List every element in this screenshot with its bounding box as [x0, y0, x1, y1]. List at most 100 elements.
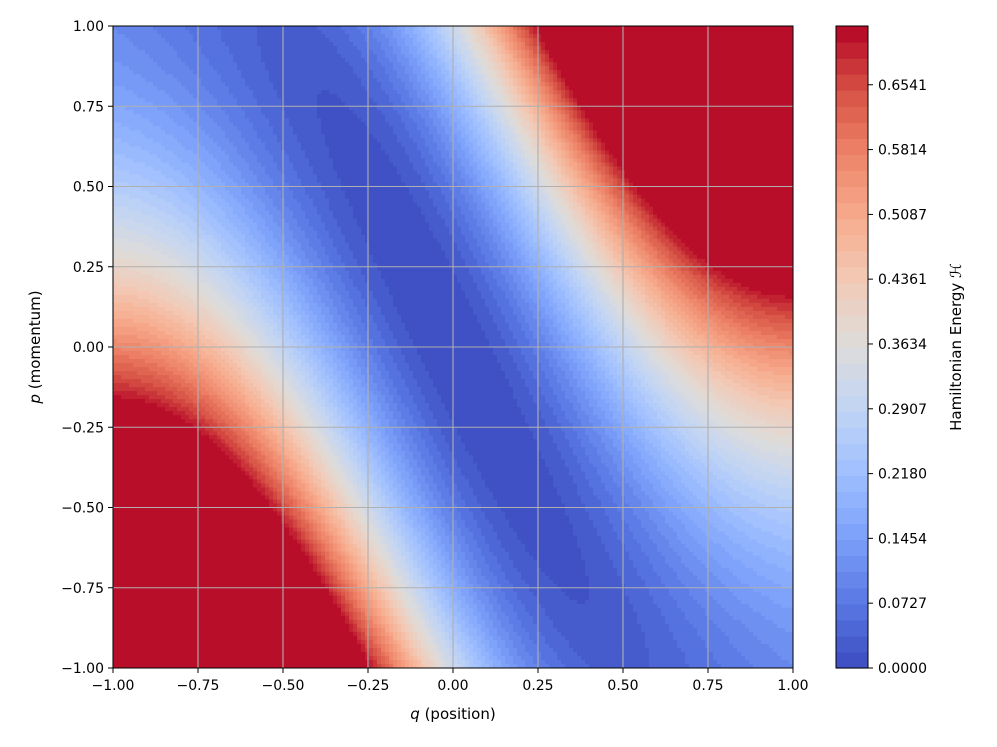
contour-cell: [121, 54, 126, 59]
contour-cell: [225, 38, 230, 43]
contour-cell: [733, 42, 738, 47]
contour-cell: [193, 34, 198, 39]
contour-cell: [749, 106, 754, 111]
contour-cell: [185, 82, 190, 87]
contour-cell: [197, 106, 202, 111]
contour-cell: [213, 54, 218, 59]
contour-cell: [629, 70, 634, 75]
contour-cell: [313, 114, 318, 119]
contour-cell: [777, 38, 782, 43]
contour-cell: [721, 78, 726, 83]
contour-cell: [693, 86, 698, 91]
contour-cell: [393, 34, 398, 39]
contour-cell: [537, 86, 542, 91]
contour-cell: [573, 26, 578, 31]
contour-cell: [701, 122, 706, 127]
contour-cell: [225, 50, 230, 55]
contour-cell: [113, 98, 118, 103]
contour-cell: [613, 118, 618, 123]
contour-cell: [589, 94, 594, 99]
contour-cell: [153, 54, 158, 59]
contour-cell: [741, 78, 746, 83]
contour-cell: [277, 142, 282, 147]
contour-cell: [421, 54, 426, 59]
contour-cell: [477, 50, 482, 55]
contour-cell: [525, 114, 530, 119]
contour-cell: [361, 142, 366, 147]
contour-cell: [417, 138, 422, 143]
contour-cell: [157, 122, 162, 127]
contour-cell: [229, 114, 234, 119]
contour-cell: [145, 118, 150, 123]
contour-cell: [337, 94, 342, 99]
contour-cell: [781, 70, 786, 75]
contour-cell: [577, 86, 582, 91]
contour-cell: [185, 122, 190, 127]
contour-cell: [209, 66, 214, 71]
contour-cell: [377, 38, 382, 43]
contour-cell: [385, 130, 390, 135]
contour-cell: [329, 130, 334, 135]
contour-cell: [661, 126, 666, 131]
contour-cell: [321, 90, 326, 95]
contour-cell: [169, 138, 174, 143]
contour-cell: [237, 54, 242, 59]
contour-cell: [677, 122, 682, 127]
contour-cell: [309, 114, 314, 119]
contour-cell: [337, 98, 342, 103]
contour-cell: [193, 130, 198, 135]
contour-cell: [537, 58, 542, 63]
contour-cell: [685, 74, 690, 79]
contour-cell: [325, 142, 330, 147]
contour-cell: [249, 110, 254, 115]
contour-cell: [585, 106, 590, 111]
contour-cell: [449, 130, 454, 135]
contour-cell: [437, 78, 442, 83]
contour-cell: [453, 46, 458, 51]
contour-cell: [397, 130, 402, 135]
contour-cell: [461, 90, 466, 95]
contour-cell: [133, 42, 138, 47]
contour-cell: [393, 74, 398, 79]
contour-cell: [441, 74, 446, 79]
contour-cell: [213, 126, 218, 131]
contour-cell: [209, 38, 214, 43]
contour-cell: [509, 30, 514, 35]
contour-cell: [657, 82, 662, 87]
contour-cell: [409, 90, 414, 95]
contour-cell: [357, 114, 362, 119]
contour-cell: [221, 118, 226, 123]
contour-cell: [477, 106, 482, 111]
contour-cell: [113, 30, 118, 35]
contour-cell: [245, 66, 250, 71]
contour-cell: [349, 134, 354, 139]
contour-cell: [313, 126, 318, 131]
contour-cell: [253, 58, 258, 63]
contour-cell: [213, 78, 218, 83]
contour-cell: [501, 42, 506, 47]
contour-cell: [417, 102, 422, 107]
contour-cell: [565, 122, 570, 127]
contour-cell: [245, 86, 250, 91]
contour-cell: [145, 54, 150, 59]
contour-cell: [197, 142, 202, 147]
contour-cell: [709, 126, 714, 131]
contour-cell: [397, 114, 402, 119]
contour-cell: [121, 138, 126, 143]
contour-cell: [753, 34, 758, 39]
contour-cell: [157, 102, 162, 107]
contour-cell: [705, 126, 710, 131]
contour-cell: [641, 114, 646, 119]
contour-cell: [773, 66, 778, 71]
contour-cell: [433, 130, 438, 135]
contour-cell: [633, 62, 638, 67]
contour-cell: [665, 62, 670, 67]
contour-cell: [481, 126, 486, 131]
contour-cell: [609, 98, 614, 103]
contour-cell: [701, 74, 706, 79]
contour-cell: [609, 58, 614, 63]
contour-cell: [249, 50, 254, 55]
contour-cell: [121, 142, 126, 147]
contour-cell: [493, 86, 498, 91]
contour-cell: [697, 58, 702, 63]
